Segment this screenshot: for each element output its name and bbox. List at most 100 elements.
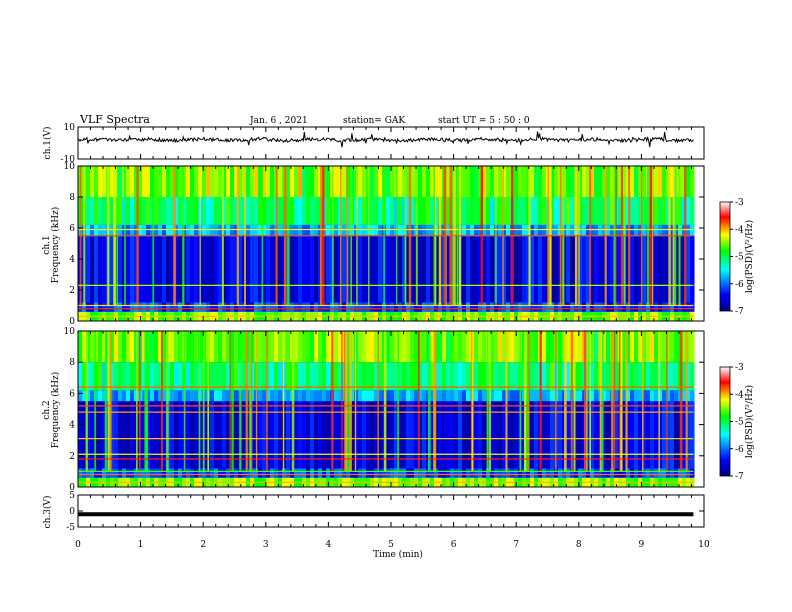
spectrogram-cell xyxy=(658,468,663,478)
spectrogram-cell xyxy=(534,197,539,225)
spectrogram-cell xyxy=(402,401,407,469)
spectrogram-cell xyxy=(210,401,215,469)
spectrogram-cell xyxy=(222,224,227,236)
spectrogram-cell xyxy=(582,468,587,478)
spectrogram-cell xyxy=(482,302,487,312)
spectrogram-cell xyxy=(230,166,235,197)
spectrogram-cell xyxy=(270,166,275,197)
spectrogram-cell xyxy=(670,235,675,303)
spectrogram-cell xyxy=(466,331,471,363)
spectrogram-cell xyxy=(594,197,599,225)
spectrogram-cell xyxy=(194,362,199,391)
spectrogram-cell xyxy=(534,331,539,363)
spectrogram-cell xyxy=(690,390,695,402)
spectrogram-cell xyxy=(370,197,375,225)
y-tick-label: -10 xyxy=(61,155,76,165)
spectrogram-cell xyxy=(246,302,251,312)
spectrogram-cell xyxy=(334,235,339,303)
spectrogram-cell xyxy=(398,390,403,402)
spectrogram-cell xyxy=(450,390,455,402)
spectrogram-cell xyxy=(522,224,527,236)
sferic-burst xyxy=(488,331,492,472)
spectrogram-cell xyxy=(230,235,235,303)
spectrogram-cell xyxy=(206,197,211,225)
spectrogram-cell xyxy=(458,362,463,391)
spectrogram-cell xyxy=(666,468,671,478)
spectrogram-cell xyxy=(98,331,103,363)
spectrogram-cell xyxy=(338,390,343,402)
spectrogram-cell xyxy=(206,302,211,312)
spectrogram-cell xyxy=(566,468,571,478)
spectrogram-cell xyxy=(282,401,287,469)
spectrogram-cell xyxy=(430,401,435,469)
spectrogram-cell xyxy=(670,197,675,225)
spectrogram-cell xyxy=(394,331,399,363)
spectrogram-cell xyxy=(170,362,175,391)
ch2-spectrogram-panel: 0 2 4 6 8 10 xyxy=(64,327,705,493)
spectrogram-cell xyxy=(594,401,599,469)
spectrogram-cell xyxy=(350,197,355,225)
ch1-waveform-trace xyxy=(77,131,694,148)
spectrogram-cell xyxy=(646,362,651,391)
y-tick-label: 0 xyxy=(69,317,75,327)
spectrogram-cell xyxy=(534,166,539,197)
spectrogram-cell xyxy=(378,390,383,402)
spectrogram-cell xyxy=(314,302,319,312)
spectrogram-cell xyxy=(302,302,307,312)
spectrogram-cell xyxy=(618,224,623,236)
spectrogram-cell xyxy=(422,302,427,312)
spectrogram-cell xyxy=(626,302,631,312)
spectrogram-cell xyxy=(134,224,139,236)
spectrogram-cell xyxy=(382,468,387,478)
spectrogram-cell xyxy=(446,235,451,303)
spectrogram-cell xyxy=(310,401,315,469)
spectrogram-cell xyxy=(210,302,215,312)
spectrogram-cell xyxy=(302,197,307,225)
spectrogram-cell xyxy=(170,197,175,225)
spectrogram-cell xyxy=(466,390,471,402)
spectrogram-cell xyxy=(498,331,503,363)
spectrogram-cell xyxy=(458,468,463,478)
spectrogram-cell xyxy=(142,302,147,312)
spectrogram-cell xyxy=(674,331,679,363)
spectrogram-cell xyxy=(554,224,559,236)
spectrogram-cell xyxy=(374,362,379,391)
spectrogram-cell xyxy=(638,331,643,363)
spectrogram-cell xyxy=(314,235,319,303)
y-tick-label: 6 xyxy=(69,224,75,234)
spectrogram-cell xyxy=(314,362,319,391)
spectrogram-cell xyxy=(510,302,515,312)
spectrogram-cell xyxy=(662,235,667,303)
spectrogram-cell xyxy=(310,197,315,225)
spectrogram-cell xyxy=(186,331,191,363)
spectrogram-cell xyxy=(246,331,251,363)
spectrogram-cell xyxy=(222,302,227,312)
spectrogram-cell xyxy=(118,302,123,312)
spectrogram-cell xyxy=(338,468,343,478)
spectrogram-cell xyxy=(218,401,223,469)
spectrogram-cell xyxy=(474,197,479,225)
spectrogram-cell xyxy=(194,401,199,469)
spectrogram-cell xyxy=(186,224,191,236)
spectrogram-cell xyxy=(418,224,423,236)
spectrogram-cell xyxy=(210,468,215,478)
spectrogram-cell xyxy=(258,224,263,236)
spectrogram-cell xyxy=(550,166,555,197)
sferic-burst xyxy=(345,331,348,472)
sferic-burst xyxy=(625,331,628,472)
spectrogram-cell xyxy=(302,362,307,391)
spectrogram-cell xyxy=(682,401,687,469)
spectrogram-cell xyxy=(538,302,543,312)
spectrogram-cell xyxy=(362,468,367,478)
spectrogram-cell xyxy=(282,362,287,391)
spectrogram-cell xyxy=(602,166,607,197)
spectrogram-cell xyxy=(294,166,299,197)
spectrogram-cell xyxy=(606,362,611,391)
spectrogram-cell xyxy=(290,197,295,225)
spectrogram-cell xyxy=(502,166,507,197)
spectrogram-cell xyxy=(158,362,163,391)
spectrogram-cell xyxy=(510,468,515,478)
spectrogram-cell xyxy=(666,302,671,312)
spectrogram-cell xyxy=(410,362,415,391)
sferic-burst xyxy=(589,331,591,472)
